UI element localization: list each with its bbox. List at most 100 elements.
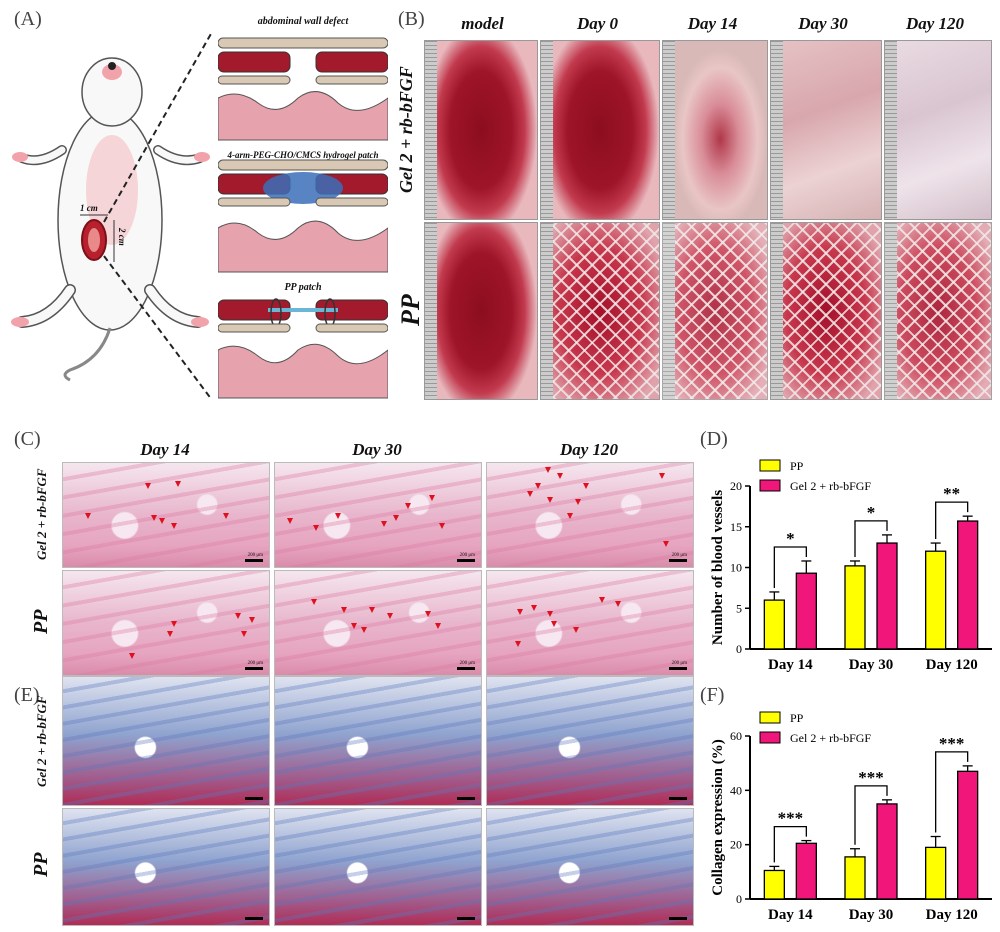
y-tick-label: 0 xyxy=(736,642,742,656)
bar xyxy=(925,846,947,900)
y-tick-label: 10 xyxy=(730,561,742,575)
row-title-e-gel: Gel 2 + rb-bFGF xyxy=(34,695,49,787)
masson-pp-day14 xyxy=(62,808,270,926)
scale-label: 200 μm xyxy=(671,553,687,558)
significance-bracket xyxy=(854,520,888,557)
he-gel-day14: 200 μm xyxy=(62,462,270,568)
photo-gel-day120 xyxy=(884,40,992,220)
chart-blood-vessels: 0 5 10 15 20 Number of blood vessels Day 14 * Da… xyxy=(710,459,992,673)
photo-pp-model xyxy=(424,222,538,400)
tissue-schematics xyxy=(218,37,388,399)
row-title-c-pp: PP xyxy=(30,609,52,635)
legend-label: PP xyxy=(790,459,804,473)
y-tick-label: 20 xyxy=(730,479,742,493)
significance-mark: *** xyxy=(858,768,884,787)
legend-label: PP xyxy=(790,711,804,725)
bar xyxy=(876,803,898,900)
panel-label-a: (A) xyxy=(14,8,42,30)
bar xyxy=(844,856,866,900)
he-pp-day30: 200 μm xyxy=(274,570,482,676)
schematic-label-hydrogel: 4-arm-PEG-CHO/CMCS hydrogel patch xyxy=(227,150,379,160)
masson-pp-day120 xyxy=(486,808,694,926)
significance-mark: * xyxy=(786,529,795,548)
schematic-label-defect: abdominal wall defect xyxy=(257,16,349,27)
photo-pp-day14 xyxy=(662,222,768,400)
bar xyxy=(795,572,817,650)
x-tick-label: Day 120 xyxy=(926,907,978,923)
row-title-b-pp: PP xyxy=(396,294,425,326)
scale-label: 200 μm xyxy=(671,661,687,666)
he-pp-day14: 200 μm xyxy=(62,570,270,676)
photo-gel-day30 xyxy=(770,40,882,220)
y-tick-label: 0 xyxy=(736,892,742,906)
legend-swatch xyxy=(759,479,781,492)
x-tick-label: Day 120 xyxy=(926,657,978,673)
significance-mark: ** xyxy=(943,484,960,503)
row-title-c-gel: Gel 2 + rb-bFGF xyxy=(34,468,49,560)
bar xyxy=(763,599,785,650)
panel-label-d: (D) xyxy=(700,428,728,450)
y-tick-label: 15 xyxy=(730,520,742,534)
significance-bracket xyxy=(935,751,969,833)
col-title-c-day30: Day 30 xyxy=(352,440,402,459)
photo-gel-model xyxy=(424,40,538,220)
defect-height-label: 2 cm xyxy=(117,228,127,246)
scale-label: 200 μm xyxy=(459,553,475,558)
rat-illustration xyxy=(11,31,213,401)
col-title-c-day14: Day 14 xyxy=(140,440,190,459)
y-tick-label: 20 xyxy=(730,838,742,852)
legend-swatch xyxy=(759,731,781,744)
panel-label-c: (C) xyxy=(14,428,41,450)
he-pp-day120: 200 μm xyxy=(486,570,694,676)
x-tick-label: Day 30 xyxy=(849,657,894,673)
bar xyxy=(795,842,817,900)
photo-pp-day30 xyxy=(770,222,882,400)
significance-bracket xyxy=(773,825,807,863)
y-tick-label: 5 xyxy=(736,601,742,615)
panel-label-b: (B) xyxy=(398,8,425,30)
bar xyxy=(876,542,898,650)
bar xyxy=(957,770,979,900)
significance-bracket xyxy=(854,785,888,845)
y-tick-label: 60 xyxy=(730,729,742,743)
col-title-day0: Day 0 xyxy=(576,14,619,33)
x-tick-label: Day 14 xyxy=(768,657,813,673)
he-gel-day120: 200 μm xyxy=(486,462,694,568)
legend-label: Gel 2 + rb-bFGF xyxy=(790,479,871,493)
significance-mark: * xyxy=(867,503,876,522)
panel-label-f: (F) xyxy=(700,684,725,706)
x-tick-label: Day 14 xyxy=(768,907,813,923)
schematic-label-pp: PP patch xyxy=(284,282,322,293)
scale-label: 200 μm xyxy=(247,661,263,666)
significance-mark: *** xyxy=(939,734,965,753)
row-title-b-gel: Gel 2 + rb-bFGF xyxy=(396,66,416,194)
he-gel-day30: 200 μm xyxy=(274,462,482,568)
row-title-e-pp: PP xyxy=(30,852,52,878)
masson-gel-day120 xyxy=(486,676,694,806)
y-axis-label: Collagen expression (%) xyxy=(710,739,726,895)
col-title-model: model xyxy=(461,14,504,33)
x-tick-label: Day 30 xyxy=(849,907,894,923)
significance-bracket xyxy=(935,501,969,540)
photo-gel-day0 xyxy=(540,40,660,220)
significance-mark: *** xyxy=(778,809,804,828)
masson-gel-day14 xyxy=(62,676,270,806)
col-title-day14: Day 14 xyxy=(687,14,738,33)
bar xyxy=(925,550,947,650)
legend-swatch xyxy=(759,711,781,724)
significance-bracket xyxy=(773,546,807,588)
panel-label-e: (E) xyxy=(14,684,40,706)
defect-width-label: 1 cm xyxy=(80,203,98,213)
bar xyxy=(844,565,866,650)
bar xyxy=(957,520,979,650)
masson-gel-day30 xyxy=(274,676,482,806)
photo-pp-day0 xyxy=(540,222,660,400)
legend-label: Gel 2 + rb-bFGF xyxy=(790,731,871,745)
photo-pp-day120 xyxy=(884,222,992,400)
y-tick-label: 40 xyxy=(730,783,742,797)
legend-swatch xyxy=(759,459,781,472)
col-title-day120: Day 120 xyxy=(905,14,965,33)
col-title-c-day120: Day 120 xyxy=(559,440,619,459)
masson-pp-day30 xyxy=(274,808,482,926)
bar xyxy=(763,869,785,900)
